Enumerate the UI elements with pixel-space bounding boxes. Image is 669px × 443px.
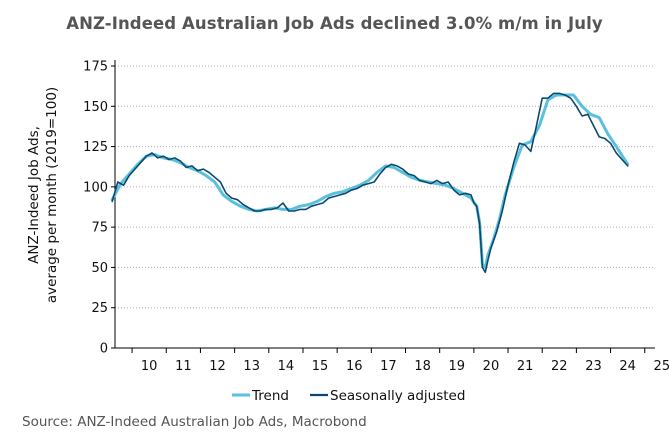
x-tick-label: 17: [380, 359, 397, 374]
source-note: Source: ANZ-Indeed Australian Job Ads, M…: [22, 414, 367, 430]
seasonally-adjusted-line: [111, 92, 629, 274]
y-tick-label: 175: [83, 60, 108, 75]
y-tick-label: 0: [100, 342, 108, 357]
series-lines: [110, 92, 630, 274]
x-tick-label: 23: [585, 359, 602, 374]
x-tick-label: 12: [209, 359, 226, 374]
legend-label-trend: Trend: [251, 388, 289, 404]
y-tick-label: 50: [91, 261, 108, 276]
x-tick-label: 10: [141, 359, 158, 374]
y-tick-label: 25: [91, 301, 108, 316]
trend-line: [110, 93, 630, 269]
x-tick-label: 21: [517, 359, 534, 374]
gridlines: [115, 65, 655, 309]
legend-label-seasonally-adjusted: Seasonally adjusted: [330, 388, 465, 404]
x-tick-label: 24: [619, 359, 636, 374]
x-tick-label: 15: [312, 359, 329, 374]
x-tick-label: 11: [175, 359, 192, 374]
x-tick-label: 18: [414, 359, 431, 374]
y-tick-label: 150: [83, 100, 108, 115]
x-tick-label: 13: [243, 359, 260, 374]
x-tick-label: 22: [551, 359, 568, 374]
y-axis-label-line: average per month (2019=100): [44, 87, 60, 303]
x-tick-label: 20: [483, 359, 500, 374]
y-axis-label-line: ANZ-Indeed Job Ads,: [26, 126, 42, 264]
axes: 0 25 50 75 100 125 150 175 10 11 12 13 14 15 16 17 18 19 2…: [83, 60, 669, 375]
y-tick-label: 100: [83, 180, 108, 195]
y-tick-label: 125: [83, 140, 108, 155]
x-tick-label: 19: [448, 359, 465, 374]
x-tick-label: 25: [654, 359, 669, 374]
x-tick-label: 16: [346, 359, 363, 374]
y-tick-label: 75: [91, 221, 108, 236]
x-tick-label: 14: [278, 359, 295, 374]
chart-title: ANZ-Indeed Australian Job Ads declined 3…: [66, 14, 603, 33]
legend: Trend Seasonally adjusted: [232, 388, 465, 404]
y-axis-label: ANZ-Indeed Job Ads, average per month (20…: [26, 87, 60, 303]
